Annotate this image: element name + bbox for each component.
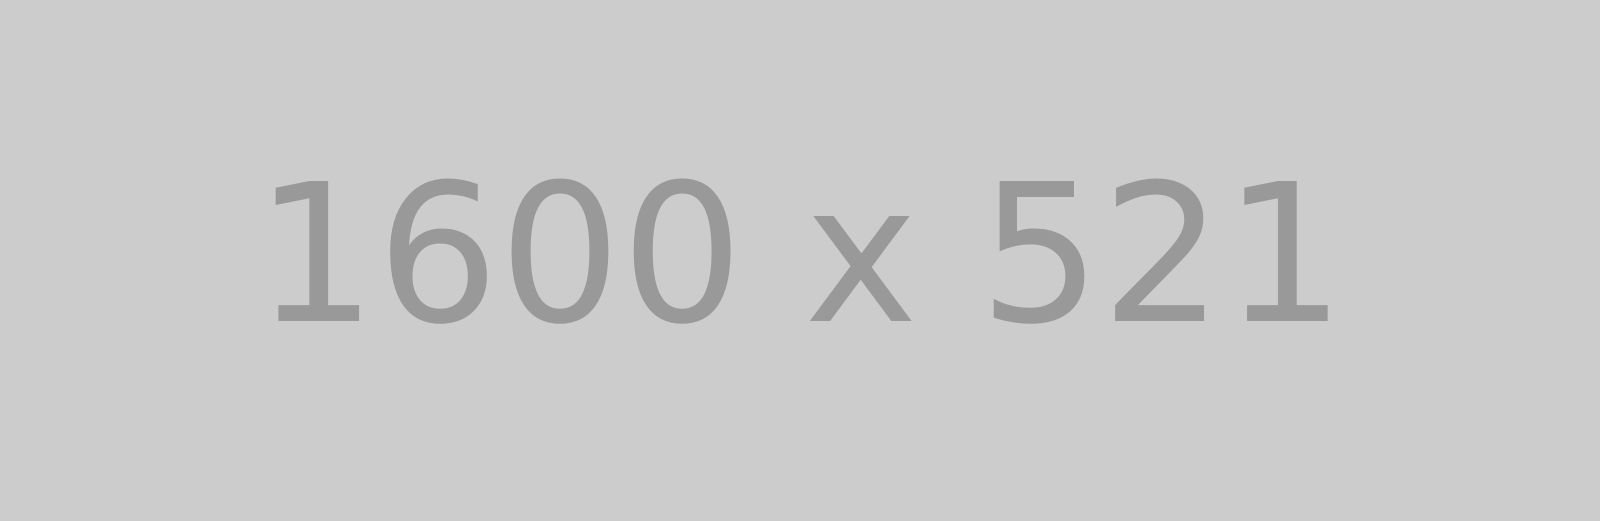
placeholder-dimensions-label: 1600 x 521 [254, 143, 1346, 367]
